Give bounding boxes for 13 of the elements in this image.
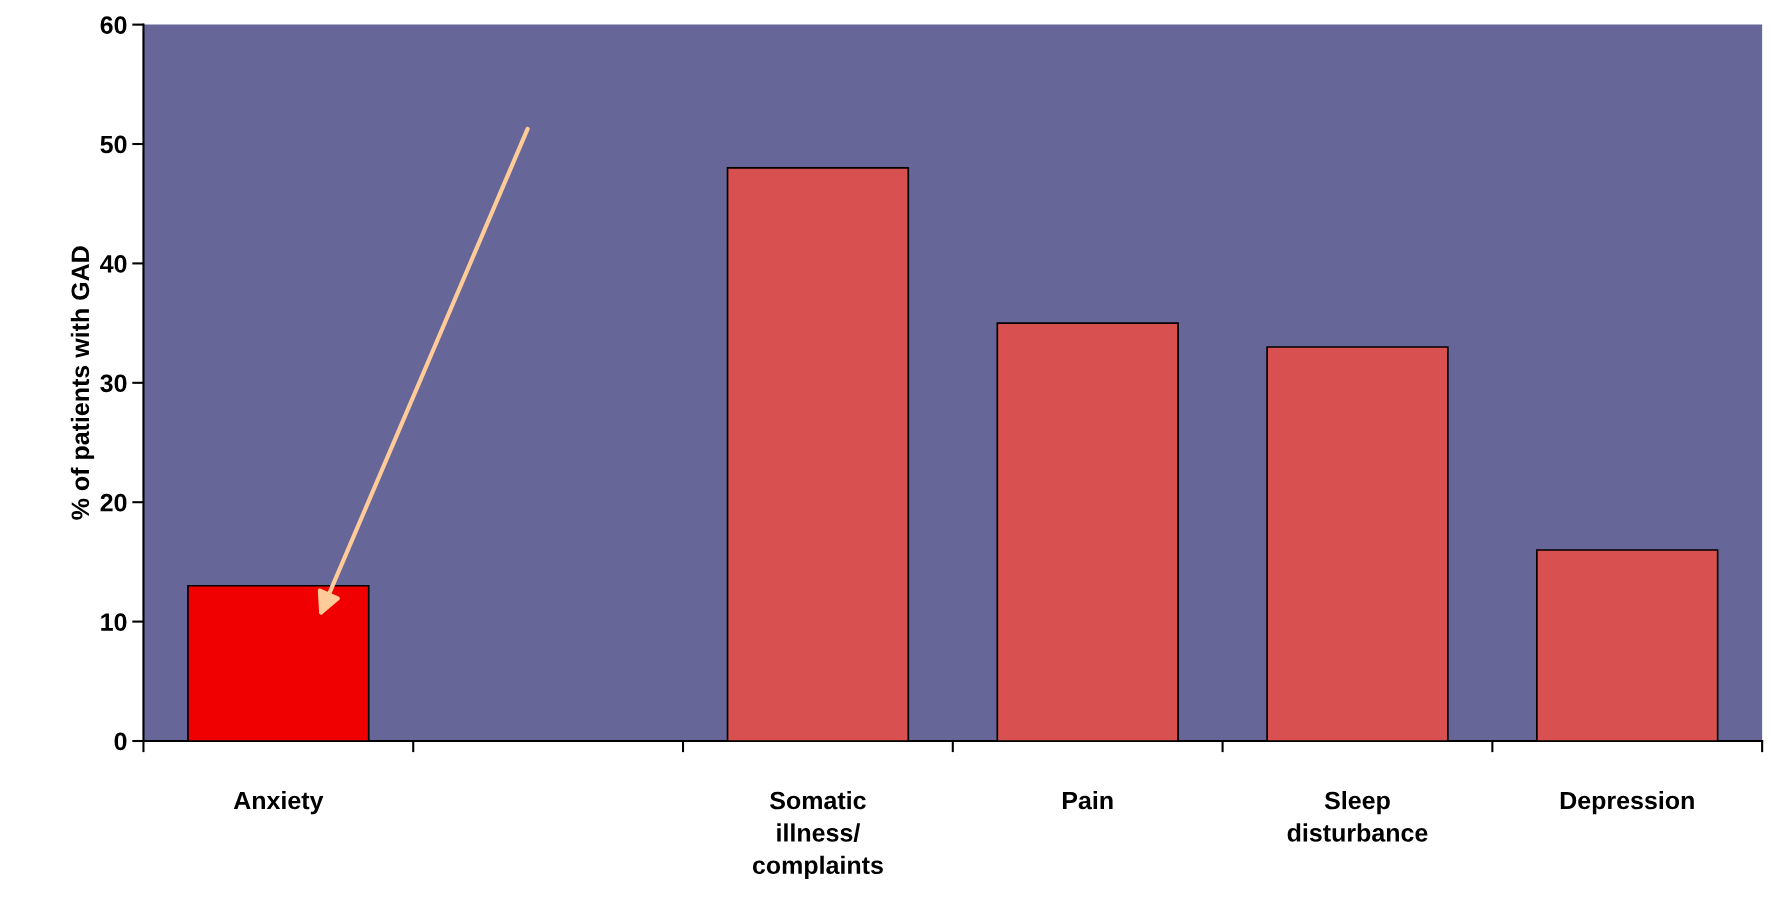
y-tick-label: 40 [100,255,127,273]
x-tick-label: Anxiety [233,791,324,815]
y-axis-title: % of patients with GAD [70,246,95,520]
y-tick-label: 0 [114,732,127,751]
x-tick-label: Somatic illness/ complaints [752,791,883,880]
y-tick-label: 60 [100,16,127,34]
y-tick-label: 30 [100,374,127,393]
x-tick-label: Sleep disturbance [1287,791,1428,842]
y-tick-label: 20 [100,493,127,512]
x-tick-label: Pain [1062,791,1113,810]
y-tick-label: 10 [101,613,127,631]
y-tick-label: 50 [100,135,127,154]
x-tick-label: Depression [1560,791,1694,815]
